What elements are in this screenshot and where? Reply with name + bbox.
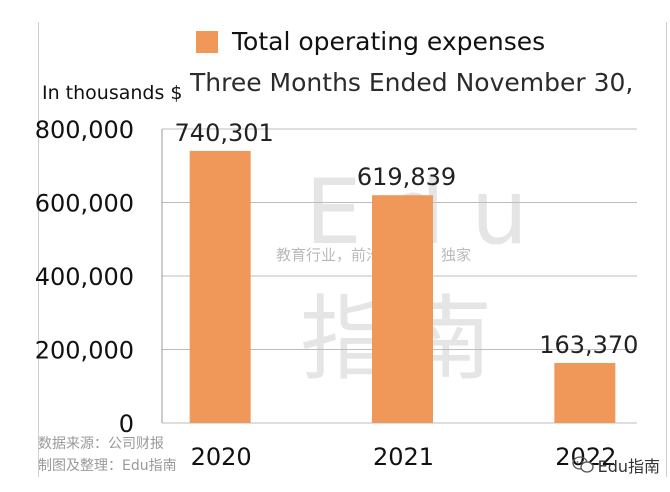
legend-label: Total operating expenses — [232, 27, 546, 56]
brand-label: Edu指南 — [597, 457, 660, 476]
data-label: 619,839 — [357, 163, 456, 191]
legend: Total operating expenses — [196, 27, 545, 56]
data-label: 740,301 — [175, 119, 274, 147]
y-axis-unit-label: In thousands $ — [42, 82, 183, 104]
bar — [554, 362, 616, 423]
credit-note: 制图及整理：Edu指南 — [38, 458, 177, 474]
x-tick-label: 2021 — [373, 443, 434, 471]
bar — [189, 150, 251, 423]
legend-swatch — [196, 30, 218, 53]
y-tick-label: 0 — [119, 410, 134, 438]
y-tick-label: 400,000 — [35, 263, 134, 291]
chart-frame — [38, 22, 667, 477]
brand-mark: Edu指南 — [571, 453, 660, 477]
wechat-icon — [571, 456, 594, 473]
x-tick-label: 2020 — [191, 443, 252, 471]
y-tick-label: 600,000 — [35, 190, 134, 218]
y-tick-label: 200,000 — [35, 337, 134, 365]
data-label: 163,370 — [539, 331, 638, 359]
y-tick-label: 800,000 — [35, 116, 134, 144]
chart-subtitle: Three Months Ended November 30, — [190, 68, 634, 97]
source-note: 数据来源：公司财报 — [38, 436, 164, 452]
bar — [372, 195, 433, 423]
